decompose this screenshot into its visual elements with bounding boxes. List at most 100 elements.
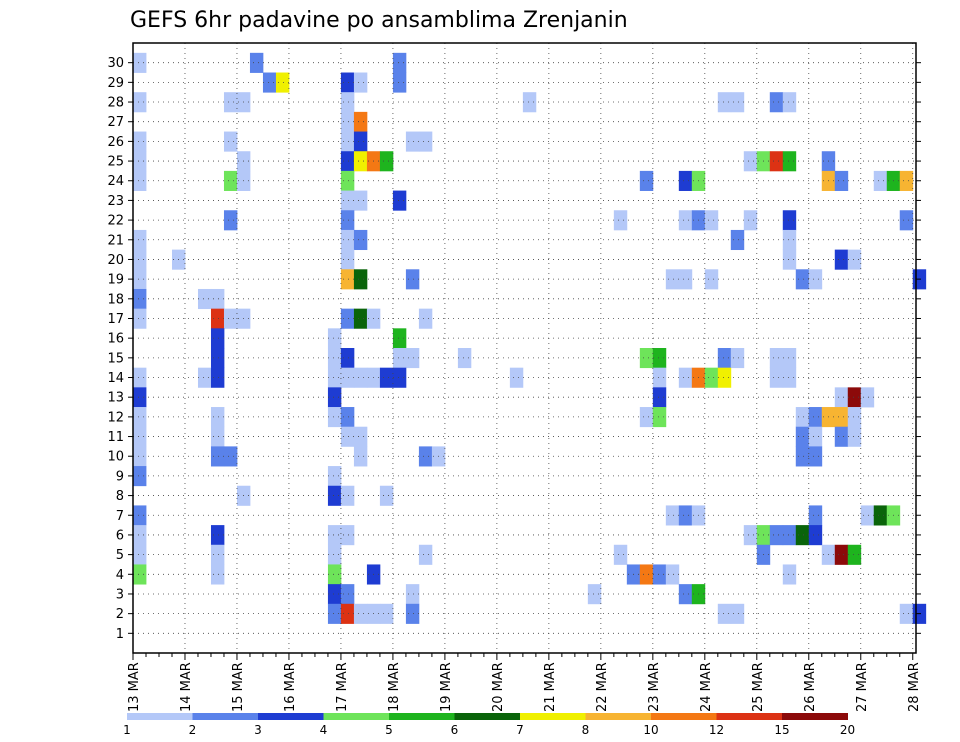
y-tick-label: 7 — [116, 509, 124, 524]
y-tick-label: 3 — [116, 587, 124, 602]
data-cell — [340, 367, 355, 388]
data-cell — [197, 367, 212, 388]
data-cell — [223, 210, 238, 231]
data-cell — [249, 52, 264, 73]
data-cell — [133, 544, 147, 565]
data-cell — [133, 269, 147, 290]
data-cell — [808, 269, 823, 290]
data-cell — [353, 72, 368, 93]
data-cell — [418, 131, 433, 152]
data-cell — [678, 210, 693, 231]
data-cell — [392, 367, 407, 388]
data-cell — [678, 505, 693, 526]
data-cell — [717, 92, 732, 113]
x-tick-label: 16 MAR — [283, 662, 298, 712]
data-cell — [652, 564, 667, 585]
y-tick-label: 13 — [107, 391, 124, 406]
x-tick-label: 28 MAR — [907, 662, 922, 712]
data-cell — [340, 584, 355, 605]
x-tick-label: 22 MAR — [595, 662, 610, 712]
data-cell — [353, 111, 368, 132]
colorbar-swatch — [585, 713, 652, 720]
data-cell — [665, 505, 680, 526]
data-cell — [834, 544, 849, 565]
y-tick-label: 5 — [116, 548, 124, 563]
data-cell — [210, 308, 225, 329]
data-cell — [782, 151, 797, 172]
y-tick-label: 27 — [107, 115, 124, 130]
data-cell — [223, 446, 238, 467]
colorbar: 1 2 3 4 5 6 7 8 10 12 15 20 — [123, 713, 855, 737]
data-cell — [210, 525, 225, 546]
data-cell — [327, 525, 342, 546]
y-tick-label: 26 — [107, 135, 124, 150]
y-tick-label: 16 — [107, 332, 124, 347]
data-cell — [133, 525, 147, 546]
y-tick-label: 28 — [107, 96, 124, 111]
y-axis: 1234567891011121314151617181920212223242… — [107, 56, 921, 642]
data-cell — [782, 92, 797, 113]
data-cell — [210, 426, 225, 447]
data-cell — [782, 229, 797, 251]
y-tick-label: 21 — [107, 233, 124, 248]
data-cell — [340, 92, 355, 113]
data-cell — [392, 52, 407, 73]
data-cell — [743, 525, 758, 546]
data-cell — [379, 603, 394, 624]
data-cell — [795, 269, 810, 290]
data-cell — [340, 72, 355, 93]
data-cell — [899, 170, 914, 191]
colorbar-swatch — [323, 713, 390, 720]
data-cell — [133, 387, 147, 408]
x-axis: 13 MAR 14 MAR 15 MAR 16 MAR 17 MAR 18 MAR 19 M… — [127, 653, 922, 712]
data-cell — [327, 407, 342, 428]
data-cell — [769, 348, 784, 369]
y-tick-label: 23 — [107, 194, 124, 209]
data-cell — [210, 288, 225, 310]
y-tick-label: 18 — [107, 292, 124, 307]
colorbar-label: 10 — [643, 723, 658, 737]
data-cell — [678, 170, 693, 191]
data-cell — [704, 210, 719, 231]
data-cell — [834, 426, 849, 447]
data-cell — [379, 367, 394, 388]
data-cell — [405, 131, 420, 152]
data-cell — [743, 210, 758, 231]
data-cell — [847, 544, 862, 565]
data-cell — [223, 170, 238, 191]
data-cell — [133, 308, 147, 329]
data-cell — [678, 367, 693, 388]
y-tick-label: 6 — [116, 528, 124, 543]
data-cell — [678, 269, 693, 290]
data-cell — [133, 249, 147, 270]
colorbar-label: 15 — [774, 723, 789, 737]
data-cell — [418, 308, 433, 329]
data-cell — [704, 367, 719, 388]
data-cell — [782, 564, 797, 585]
data-cell — [133, 466, 147, 487]
data-cell — [223, 131, 238, 152]
data-cell — [133, 446, 147, 467]
data-cell — [133, 367, 147, 388]
data-cell — [133, 426, 147, 447]
colorbar-label: 1 — [123, 723, 131, 737]
data-cell — [652, 387, 667, 408]
data-cell — [133, 92, 147, 113]
x-tick-label: 24 MAR — [699, 662, 714, 712]
data-cell — [457, 348, 472, 369]
y-tick-label: 11 — [107, 430, 124, 445]
data-cell — [340, 348, 355, 369]
data-cell — [340, 210, 355, 231]
y-tick-label: 2 — [116, 607, 124, 622]
data-cell — [652, 407, 667, 428]
data-cell — [730, 92, 745, 113]
data-cell — [275, 72, 290, 93]
data-cell — [782, 525, 797, 546]
x-tick-label: 19 MAR — [439, 662, 454, 712]
data-cell — [808, 426, 823, 447]
data-cell — [340, 525, 355, 546]
data-cell — [340, 229, 355, 251]
colorbar-swatch — [651, 713, 717, 720]
y-tick-label: 17 — [107, 312, 124, 327]
data-cell — [353, 131, 368, 152]
